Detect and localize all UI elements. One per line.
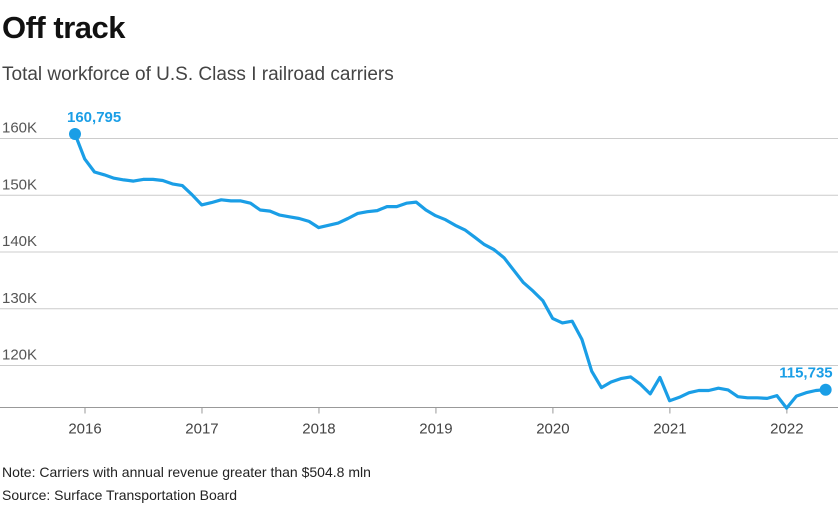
y-tick-label: 130K — [2, 290, 37, 307]
y-axis-ticks: 120K 130K 140K 150K 160K — [2, 120, 37, 364]
x-tick-label: 2020 — [536, 421, 569, 438]
series-line-workforce — [73, 132, 828, 410]
chart-subtitle: Total workforce of U.S. Class I railroad… — [2, 64, 394, 85]
series-layer — [73, 132, 828, 410]
x-tick-label: 2019 — [419, 421, 452, 438]
data-label: 115,735 — [779, 365, 832, 382]
x-tick-label: 2022 — [770, 421, 803, 438]
footnote: Note: Carriers with annual revenue great… — [2, 464, 371, 480]
line-chart: 120K 130K 140K 150K 160K 2016 2017 2018 2019 202… — [0, 109, 838, 438]
data-label: 160,795 — [67, 109, 121, 126]
x-tick-label: 2021 — [653, 421, 686, 438]
y-tick-label: 120K — [2, 347, 37, 364]
x-tick-label: 2017 — [185, 421, 218, 438]
x-tick-label: 2016 — [68, 421, 101, 438]
annotations: 160,795 115,735 — [67, 109, 833, 396]
source-line: Source: Surface Transportation Board — [2, 487, 238, 503]
y-tick-label: 160K — [2, 120, 37, 137]
y-tick-label: 140K — [2, 233, 37, 250]
gridlines — [0, 138, 838, 366]
chart-title: Off track — [2, 10, 125, 45]
x-tick-label: 2018 — [302, 421, 335, 438]
y-tick-label: 150K — [2, 176, 37, 193]
endpoint-marker — [69, 127, 81, 140]
endpoint-marker — [819, 383, 832, 396]
x-axis-ticks: 2016 2017 2018 2019 2020 2021 2022 — [68, 407, 804, 438]
